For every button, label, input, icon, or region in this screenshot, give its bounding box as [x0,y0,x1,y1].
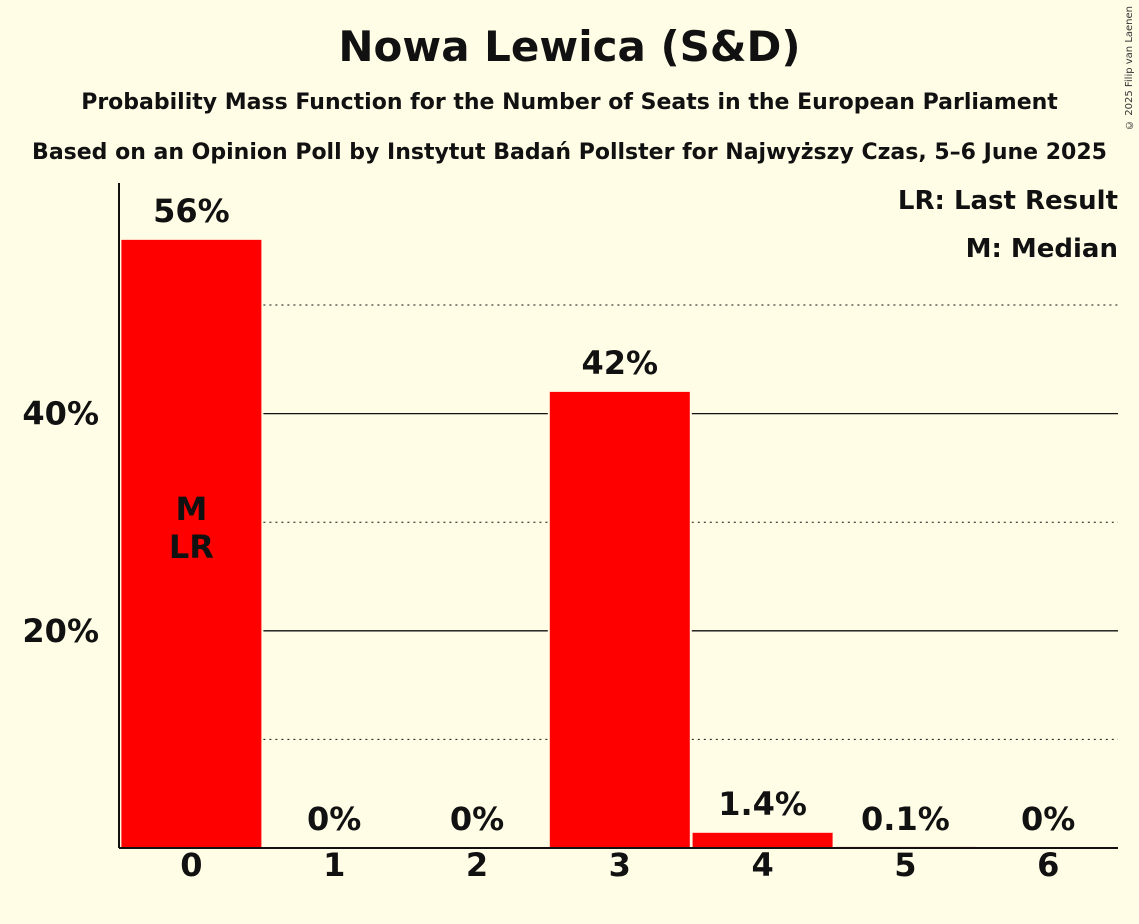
x-tick-label-6: 6 [1037,846,1059,884]
y-tick-label-20: 20% [22,612,99,650]
value-label-1: 0% [307,800,361,838]
bar-4 [692,832,833,848]
value-label-5: 0.1% [861,800,950,838]
x-tick-label-2: 2 [466,846,488,884]
value-label-4: 1.4% [718,785,807,823]
value-label-0: 56% [153,192,230,230]
x-tick-label-5: 5 [894,846,916,884]
x-tick-label-0: 0 [180,846,202,884]
x-tick-label-3: 3 [609,846,631,884]
legend-entry-0: LR: Last Result [898,186,1118,216]
chart-subtitle: Probability Mass Function for the Number… [81,90,1058,115]
chart-subtitle-source: Based on an Opinion Poll by Instytut Bad… [32,140,1107,165]
value-label-3: 42% [582,344,659,382]
bar-3 [549,391,690,848]
bar-0 [121,239,262,849]
bar-annotation-lr: LR [169,528,214,566]
x-tick-label-1: 1 [323,846,345,884]
chart-title: Nowa Lewica (S&D) [338,22,801,71]
legend-entry-1: M: Median [966,234,1118,264]
x-tick-label-4: 4 [751,846,773,884]
bar-annotation-m: M [175,490,207,528]
value-label-2: 0% [450,800,504,838]
y-tick-label-40: 40% [22,395,99,433]
value-label-6: 0% [1021,800,1075,838]
